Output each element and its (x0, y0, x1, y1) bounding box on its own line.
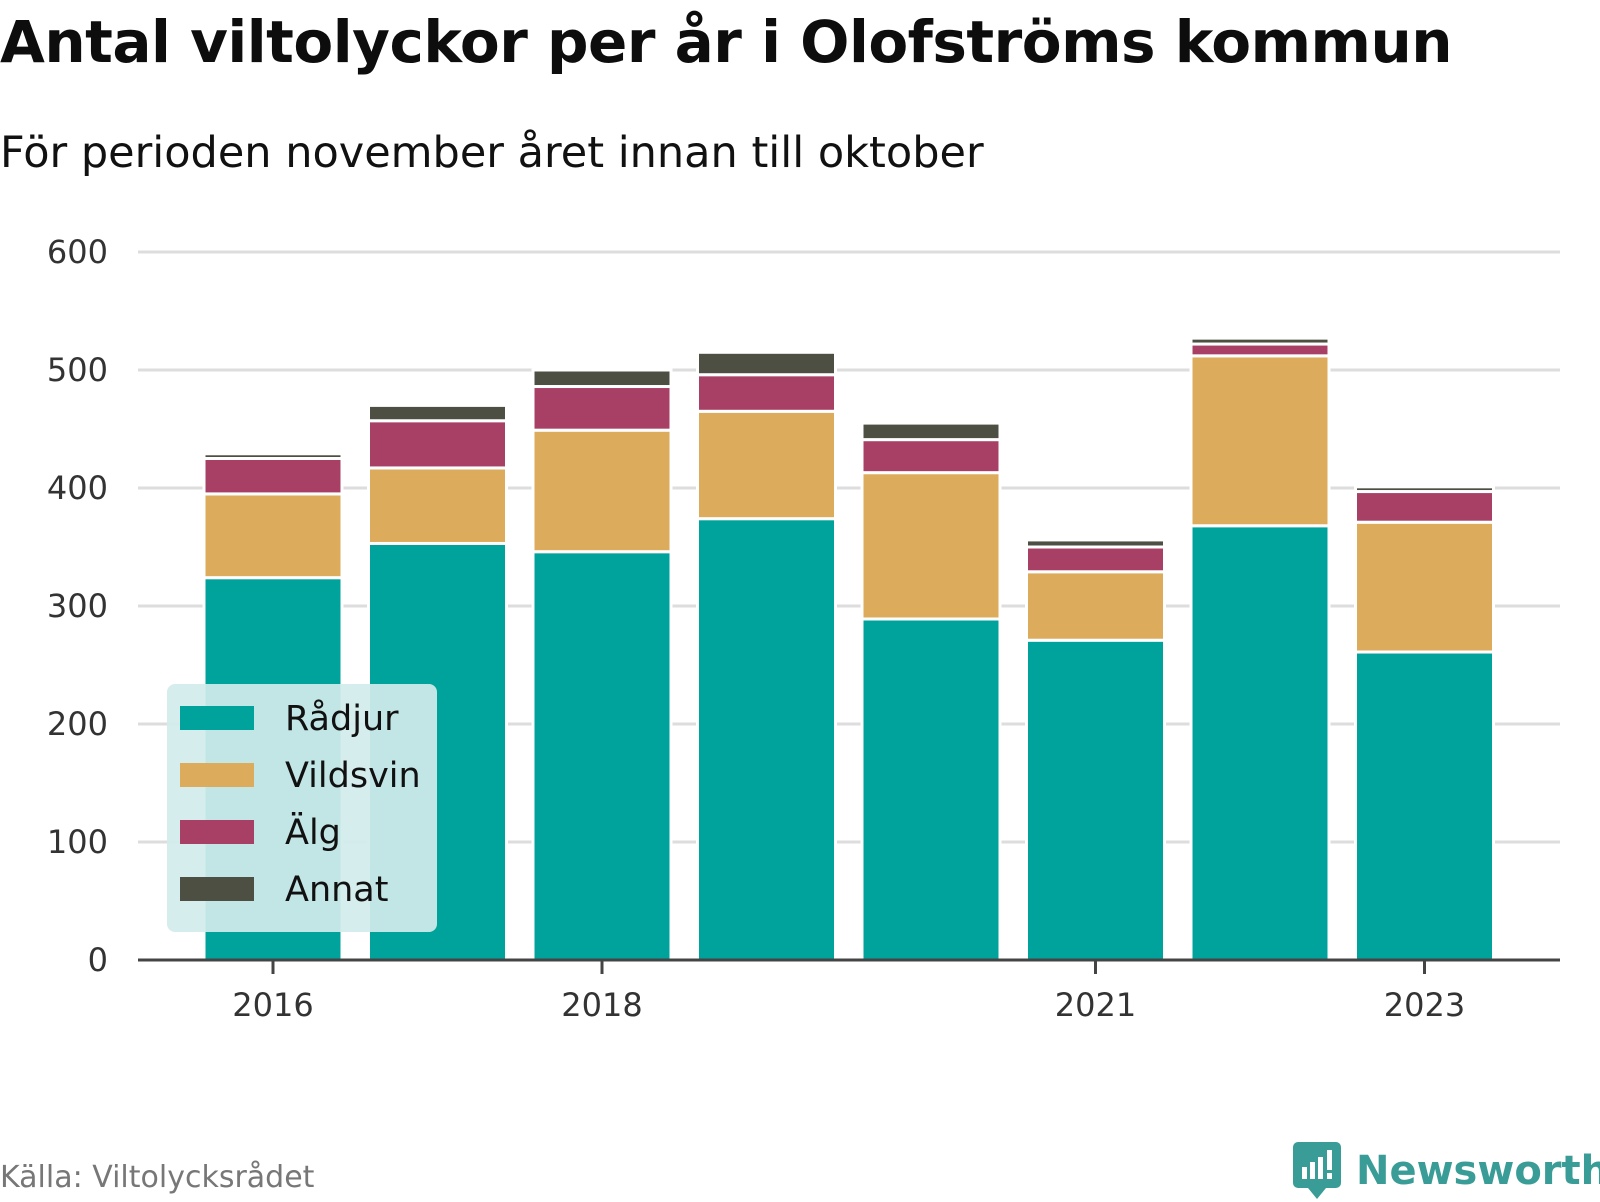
bar-segment-annat (860, 421, 1002, 442)
bar-segment-vildsvin (696, 409, 837, 521)
x-tick-label: 2021 (1055, 986, 1136, 1024)
y-tick-label: 100 (47, 823, 108, 861)
y-tick-label: 500 (47, 351, 108, 389)
y-tick-label: 300 (47, 587, 108, 625)
x-axis: 2016 2018 2021 2023 (138, 958, 1560, 1024)
legend-box (167, 684, 437, 932)
bar-segment-rådjur (696, 517, 837, 962)
x-tick-label: 2016 (232, 986, 313, 1024)
legend-swatch (180, 706, 254, 730)
bar-segment-älg (1354, 490, 1495, 524)
bar-segment-vildsvin (1189, 354, 1331, 528)
legend-swatch (180, 763, 254, 787)
bar-segment-älg (696, 373, 837, 413)
bar-segment-rådjur (1354, 650, 1495, 962)
x-tick-label: 2023 (1384, 986, 1465, 1024)
stacked-bar-chart: 0 100 200 300 400 500 600 2016 2018 2021 2023 Råd… (47, 233, 1560, 1024)
bar-segment-annat (1025, 538, 1166, 549)
bar-segment-vildsvin (860, 471, 1002, 621)
bar-segment-vildsvin (1354, 520, 1495, 654)
legend-label: Älg (285, 811, 341, 853)
y-axis-ticks: 0 100 200 300 400 500 600 (47, 233, 108, 979)
x-tick-label: 2018 (561, 986, 642, 1024)
bar-segment-rådjur (860, 617, 1002, 962)
bar-segment-annat (696, 350, 837, 377)
y-tick-label: 600 (47, 233, 108, 271)
brand-name: Newsworthy (1356, 1148, 1600, 1194)
y-tick-label: 400 (47, 469, 108, 507)
bar-segment-annat (202, 452, 344, 460)
legend-label: Rådjur (285, 698, 399, 739)
bar-segment-rådjur (531, 550, 673, 962)
bar-segment-älg (367, 419, 508, 470)
bar-segment-annat (531, 368, 673, 389)
bar-segment-älg (202, 457, 344, 496)
bar-segment-älg (860, 438, 1002, 475)
legend-swatch (180, 820, 254, 844)
bar-segment-annat (367, 403, 508, 423)
bar-segment-vildsvin (202, 492, 344, 580)
bar-segment-rådjur (1189, 524, 1331, 962)
source-note: Källa: Viltolycksrådet (0, 1160, 315, 1195)
newsworthy-logo-icon (1293, 1142, 1341, 1199)
legend-label: Vildsvin (285, 756, 421, 796)
legend-swatch (180, 877, 254, 901)
bar-segment-vildsvin (367, 466, 508, 545)
chart-title: Antal viltolyckor per år i Olofströms ko… (0, 8, 1453, 76)
bar-segment-rådjur (1025, 638, 1166, 962)
legend: Rådjur Vildsvin Älg Annat (167, 684, 437, 932)
y-tick-label: 0 (88, 941, 108, 979)
bar-segment-annat (1189, 336, 1331, 346)
brand-logo: Newsworthy (1292, 1140, 1600, 1202)
legend-label: Annat (285, 870, 388, 910)
chart-subtitle: För perioden november året innan till ok… (0, 128, 984, 178)
y-tick-label: 200 (47, 705, 108, 743)
bar-segment-älg (1189, 342, 1331, 358)
bar-segment-älg (1025, 545, 1166, 574)
bar-segment-vildsvin (531, 428, 673, 554)
bar-segment-annat (1354, 485, 1495, 494)
bar-segment-älg (531, 385, 673, 432)
bar-segment-vildsvin (1025, 570, 1166, 642)
